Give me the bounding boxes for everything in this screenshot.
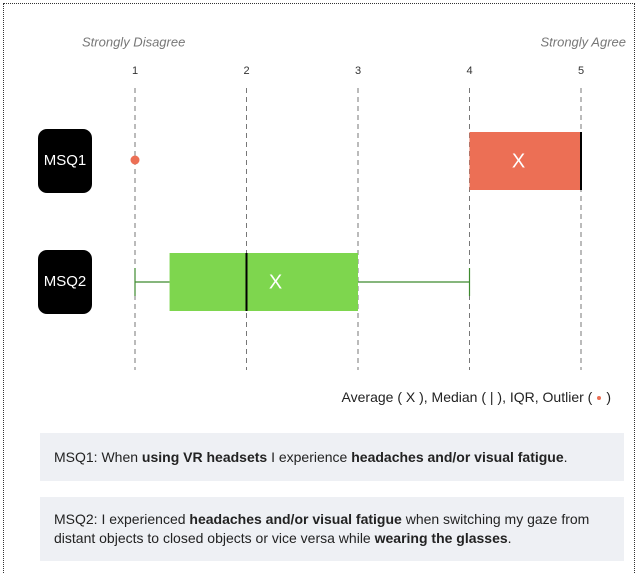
note-segment: headaches and/or visual fatigue (189, 511, 402, 527)
note-segment: . (563, 448, 568, 465)
note-segment: I experience (267, 448, 352, 465)
note-segment: when switching my gaze from distant obje… (54, 511, 590, 546)
row-label-bg (38, 250, 92, 314)
note: MSQ1: When using VR headsets I experienc… (40, 433, 624, 481)
row-label: MSQ2 (44, 273, 87, 290)
x-tick-label: 5 (578, 65, 584, 77)
legend-text: Average ( X ), Median ( | ), IQR, Outlie… (341, 389, 593, 405)
x-tick-label: 2 (243, 65, 249, 77)
note-segment: MSQ2: I experienced (54, 511, 190, 527)
box (169, 253, 358, 311)
note-segment: using VR headsets (141, 448, 268, 465)
x-tick-label: 4 (466, 65, 472, 77)
row-label-bg (38, 129, 92, 193)
note: MSQ2: I experienced headaches and/or vis… (40, 497, 624, 561)
note-segment: . (507, 530, 512, 546)
frame (3, 3, 635, 573)
note-segment: headaches and/or visual fatigue (351, 448, 564, 465)
legend: Average ( X ), Median ( | ), IQR, Outlie… (342, 389, 611, 405)
axis-end-label: Strongly Disagree (82, 34, 185, 49)
legend-text: ) (606, 389, 611, 405)
axis-end-label: Strongly Agree (540, 34, 626, 49)
row-label: MSQ1 (44, 152, 87, 169)
note-text: MSQ1: When using VR headsets I experienc… (54, 448, 610, 467)
mean-marker: X (269, 271, 282, 293)
mean-marker: X (512, 150, 525, 172)
x-tick-label: 1 (132, 65, 138, 77)
legend-outlier-dot (597, 396, 602, 401)
outlier (130, 155, 140, 165)
note-segment: wearing the glasses (374, 530, 508, 546)
x-tick-label: 3 (355, 65, 361, 77)
note-segment: MSQ1: When (54, 448, 142, 465)
note-text: MSQ2: I experienced headaches and/or vis… (54, 510, 610, 548)
box (469, 132, 581, 190)
